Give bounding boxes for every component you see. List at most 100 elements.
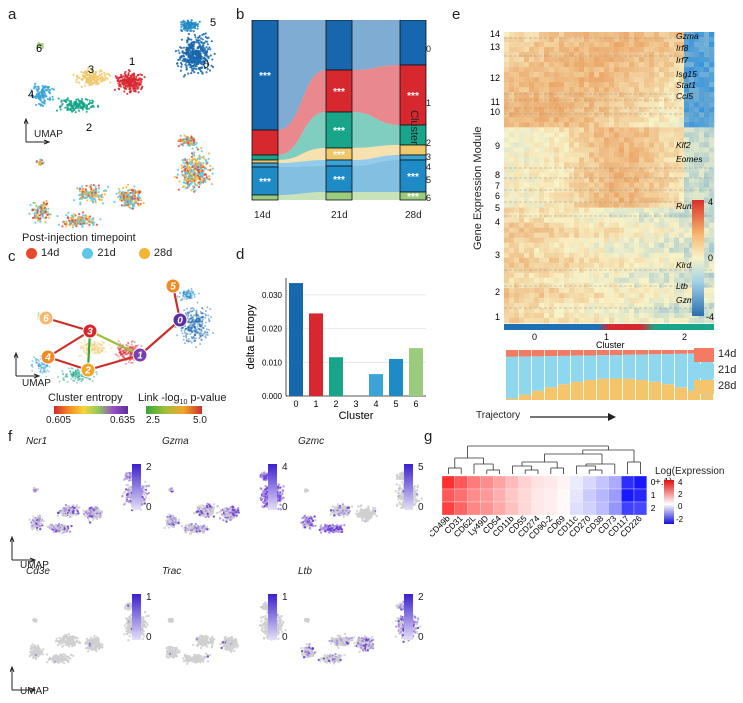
umap-point-bg (199, 335, 202, 338)
e-heat-cell (584, 232, 590, 239)
e-heat-cell (709, 167, 715, 173)
e-heat-cell (614, 172, 620, 178)
e-heat-cell (534, 232, 540, 239)
umap-point-bg (72, 373, 75, 376)
umap-point-bg (188, 296, 191, 299)
e-heat-cell (519, 82, 525, 88)
e-heat-cell (654, 197, 660, 203)
d-x-tick: 4 (373, 399, 378, 409)
umap-point (193, 71, 196, 74)
e-heat-cell (534, 167, 540, 173)
e-heat-cell (594, 87, 600, 93)
e-heat-cell (559, 192, 565, 198)
e-heat-cell (709, 117, 715, 123)
umap-point (207, 57, 210, 60)
link-title-main: Link -log (138, 392, 180, 404)
umap-point-bg (126, 353, 129, 356)
umap-point-timepoint (38, 205, 41, 208)
e-heat-cell (694, 72, 700, 78)
umap-point-bg (72, 374, 75, 377)
e-heat-cell (589, 32, 595, 38)
e-heat-cell (664, 77, 670, 83)
e-heat-cell (639, 222, 645, 228)
e-heat-cell (604, 212, 610, 218)
umap-point-bg (192, 320, 195, 323)
umap-point (37, 95, 40, 98)
e-heat-cell (529, 127, 535, 133)
umap-point-bg (199, 343, 202, 346)
e-heat-cell (569, 82, 575, 88)
e-heat-cell (594, 202, 600, 208)
umap-point-bg (202, 327, 205, 330)
umap-point-bg (190, 327, 193, 330)
e-heat-cell (524, 222, 530, 228)
e-heat-cell (539, 122, 545, 128)
e-heat-cell (629, 147, 635, 153)
e-heat-cell (594, 112, 600, 118)
umap-point-bg (182, 335, 185, 338)
umap-point-bg (187, 328, 190, 331)
e-heat-cell (534, 182, 540, 188)
e-heat-cell (539, 147, 545, 153)
e-heat-cell (654, 137, 660, 143)
e-heat-cell (664, 177, 670, 183)
e-heat-cell (639, 92, 645, 98)
umap-point (181, 59, 184, 62)
umap-point-bg (78, 372, 81, 375)
e-heat-cell (609, 112, 615, 118)
e-heat-cell (619, 227, 625, 233)
e-heat-cell (509, 127, 515, 133)
e-heat-cell (634, 117, 640, 123)
e-heat-cell (684, 107, 690, 113)
e-heat-cell (639, 87, 645, 93)
e-heat-cell (529, 87, 535, 93)
umap-point-bg (194, 322, 197, 325)
e-heat-cell (559, 172, 565, 178)
e-heat-cell (624, 172, 630, 178)
e-heat-cell (514, 82, 520, 88)
umap-point (190, 18, 193, 22)
e-heat-cell (704, 222, 710, 228)
e-heat-cell (609, 47, 615, 53)
umap-point-bg (61, 369, 64, 372)
umap-point-timepoint (200, 150, 203, 153)
umap-point-timepoint (185, 135, 188, 138)
umap-point (127, 68, 130, 72)
e-heat-cell (664, 142, 670, 148)
umap-point-timepoint (42, 161, 45, 164)
umap-point-bg (79, 347, 82, 350)
e-heat-cell (564, 142, 570, 148)
e-heat-cell (644, 227, 650, 233)
umap-point-timepoint (103, 193, 106, 196)
e-heat-cell (554, 207, 560, 213)
e-heat-cell (519, 122, 525, 128)
umap-point (193, 33, 197, 37)
e-heat-cell (684, 127, 690, 133)
e-heat-cell (504, 147, 510, 153)
graph-edge (45, 316, 91, 333)
umap-point-bg (97, 341, 100, 344)
e-heat-cell (549, 32, 555, 38)
e-heat-cell (709, 207, 715, 213)
umap-point-timepoint (74, 214, 77, 217)
e-heat-cell (709, 52, 715, 58)
e-heat-cell (524, 122, 530, 128)
e-heat-cell (644, 82, 650, 88)
e-heat-cell (654, 107, 660, 113)
umap-point-bg (200, 312, 203, 315)
umap-point-timepoint (71, 226, 75, 228)
e-heat-cell (619, 237, 625, 244)
umap-point-timepoint (92, 201, 95, 204)
e-heat-cell (569, 217, 575, 223)
graph-node-label-3: 3 (87, 327, 93, 338)
umap-point (195, 41, 198, 44)
umap-point-bg (183, 296, 186, 299)
e-heat-cell (684, 192, 690, 198)
e-heat-cell (609, 137, 615, 143)
e-heat-cell (569, 202, 575, 208)
umap-point (39, 99, 42, 102)
umap-point (197, 71, 200, 75)
e-heat-cell (529, 102, 535, 108)
e-heat-cell (624, 237, 630, 244)
umap-point-timepoint (184, 167, 187, 171)
